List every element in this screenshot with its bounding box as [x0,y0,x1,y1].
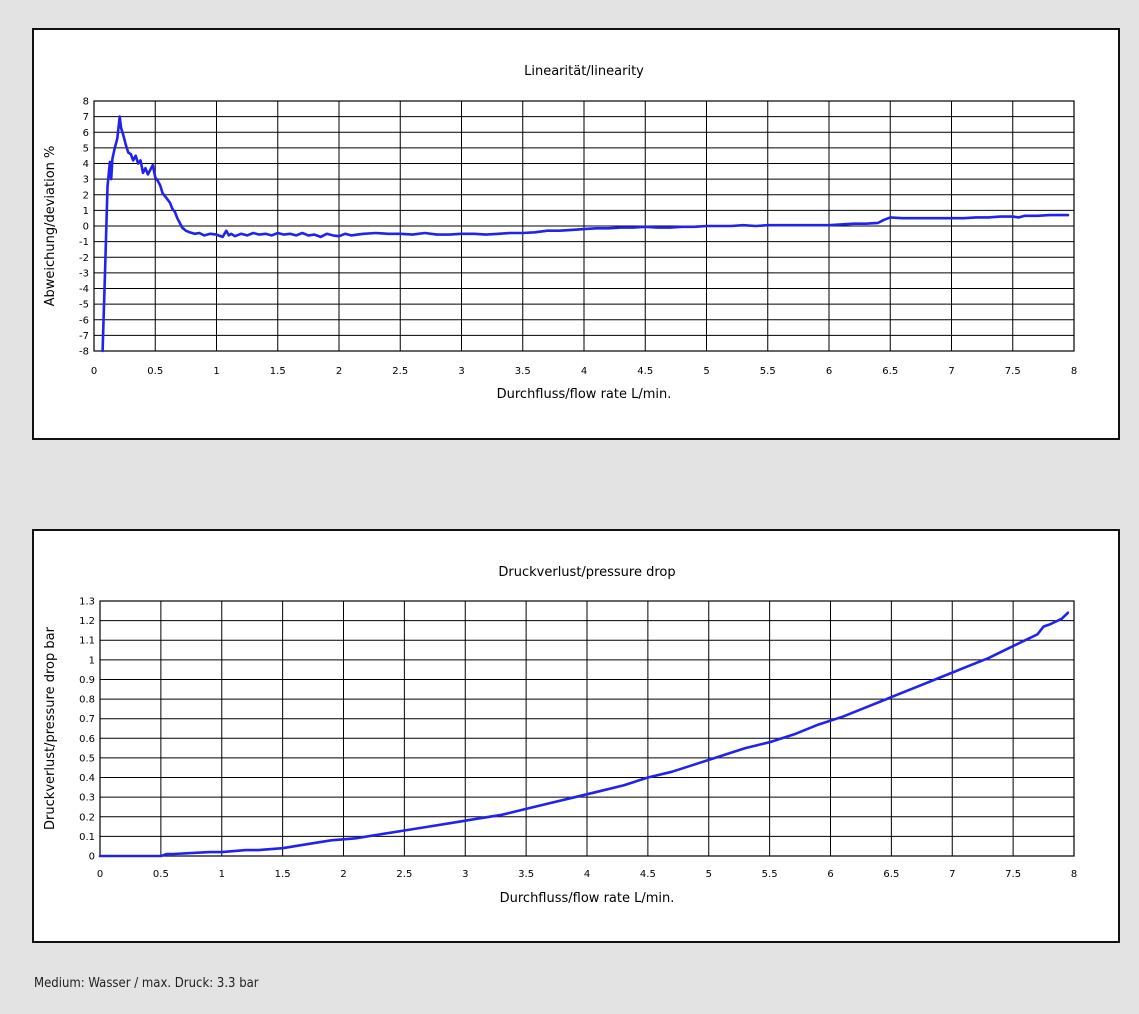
x-tick-label: 6.5 [882,366,898,377]
x-tick-label: 5 [703,366,709,377]
x-tick-label: 0.5 [153,869,169,880]
y-tick-label: 1 [83,206,89,217]
y-tick-label: 1.2 [79,616,95,627]
y-tick-label: -2 [79,253,89,264]
chart-title: Linearität/linearity [524,64,644,79]
footer-note: Medium: Wasser / max. Druck: 3.3 bar [34,976,259,991]
y-tick-label: 1.1 [79,636,95,647]
y-tick-label: 3 [83,175,89,186]
x-tick-label: 5.5 [762,869,778,880]
y-tick-label: 0.3 [79,793,95,804]
x-tick-label: 5.5 [760,366,776,377]
x-tick-label: 0.5 [147,366,163,377]
y-tick-label: -6 [79,315,89,326]
x-tick-label: 0 [91,366,97,377]
linearity-chart: Linearität/linearity 0 0.5 1 1.5 2 2.5 3 3.5 4 4.5… [43,64,1077,402]
y-tick-label: -4 [79,284,89,295]
x-tick-label: 7.5 [1005,366,1021,377]
x-tick-label: 1 [219,869,225,880]
x-tick-label: 1 [213,366,219,377]
pressure-drop-chart: Druckverlust/pressure drop 0 0.5 1 1.5 2 2.5 3 3… [43,565,1077,906]
y-tick-label: -7 [79,331,89,342]
y-tick-label: 1.3 [79,597,95,608]
y-tick-label: 8 [83,97,89,108]
y-tick-label: -3 [79,268,89,279]
x-tick-label: 5 [706,869,712,880]
x-tick-label: 2.5 [392,366,408,377]
y-tick-label: 0.7 [79,714,95,725]
x-tick-label: 3 [458,366,464,377]
x-tick-label: 4 [584,869,590,880]
series-line [101,115,1070,353]
x-tick-label: 7 [949,869,955,880]
y-tick-label: 0 [89,852,95,863]
x-tick-label: 7.5 [1005,869,1021,880]
y-tick-label: 2 [83,190,89,201]
linearity-chart-panel: Linearität/linearity 0 0.5 1 1.5 2 2.5 3 3.5 4 4.5… [32,28,1120,440]
x-tick-label: 0 [97,869,103,880]
x-tick-label: 2 [336,366,342,377]
y-tick-label: 7 [83,112,89,123]
x-tick-label: 1.5 [270,366,286,377]
x-tick-label: 3.5 [518,869,534,880]
y-tick-label: 0.2 [79,812,95,823]
y-tick-label: 0.6 [79,734,95,745]
x-axis-label: Durchfluss/flow rate L/min. [497,387,672,402]
x-tick-label: 3.5 [515,366,531,377]
x-tick-label: 2 [340,869,346,880]
y-tick-label: -1 [79,237,89,248]
y-tick-label: -5 [79,300,89,311]
y-tick-label: -8 [79,347,89,358]
y-tick-label: 0 [83,222,89,233]
x-tick-label: 7 [948,366,954,377]
y-tick-label: 0.5 [79,753,95,764]
x-axis-label: Durchfluss/flow rate L/min. [500,891,675,906]
x-tick-label: 4 [581,366,587,377]
x-tick-label: 3 [462,869,468,880]
y-axis-label: Druckverlust/pressure drop bar [43,626,58,830]
pressure-drop-chart-panel: Druckverlust/pressure drop 0 0.5 1 1.5 2 2.5 3 3… [32,529,1120,943]
y-tick-label: 0.1 [79,832,95,843]
x-tick-label: 6 [827,869,833,880]
x-tick-label: 4.5 [637,366,653,377]
x-tick-label: 8 [1071,366,1077,377]
chart-title: Druckverlust/pressure drop [498,565,675,580]
series-line [98,611,1070,858]
y-tick-label: 0.8 [79,695,95,706]
y-tick-label: 5 [83,143,89,154]
x-tick-label: 4.5 [640,869,656,880]
y-axis-label: Abweichung/deviation % [43,146,58,307]
x-tick-label: 6.5 [883,869,899,880]
y-tick-label: 6 [83,128,89,139]
x-tick-label: 1.5 [275,869,291,880]
y-tick-label: 4 [83,159,89,170]
y-tick-label: 0.9 [79,675,95,686]
x-tick-label: 2.5 [396,869,412,880]
x-tick-label: 6 [826,366,832,377]
x-tick-label: 8 [1071,869,1077,880]
y-tick-label: 1 [89,655,95,666]
y-tick-label: 0.4 [79,773,95,784]
